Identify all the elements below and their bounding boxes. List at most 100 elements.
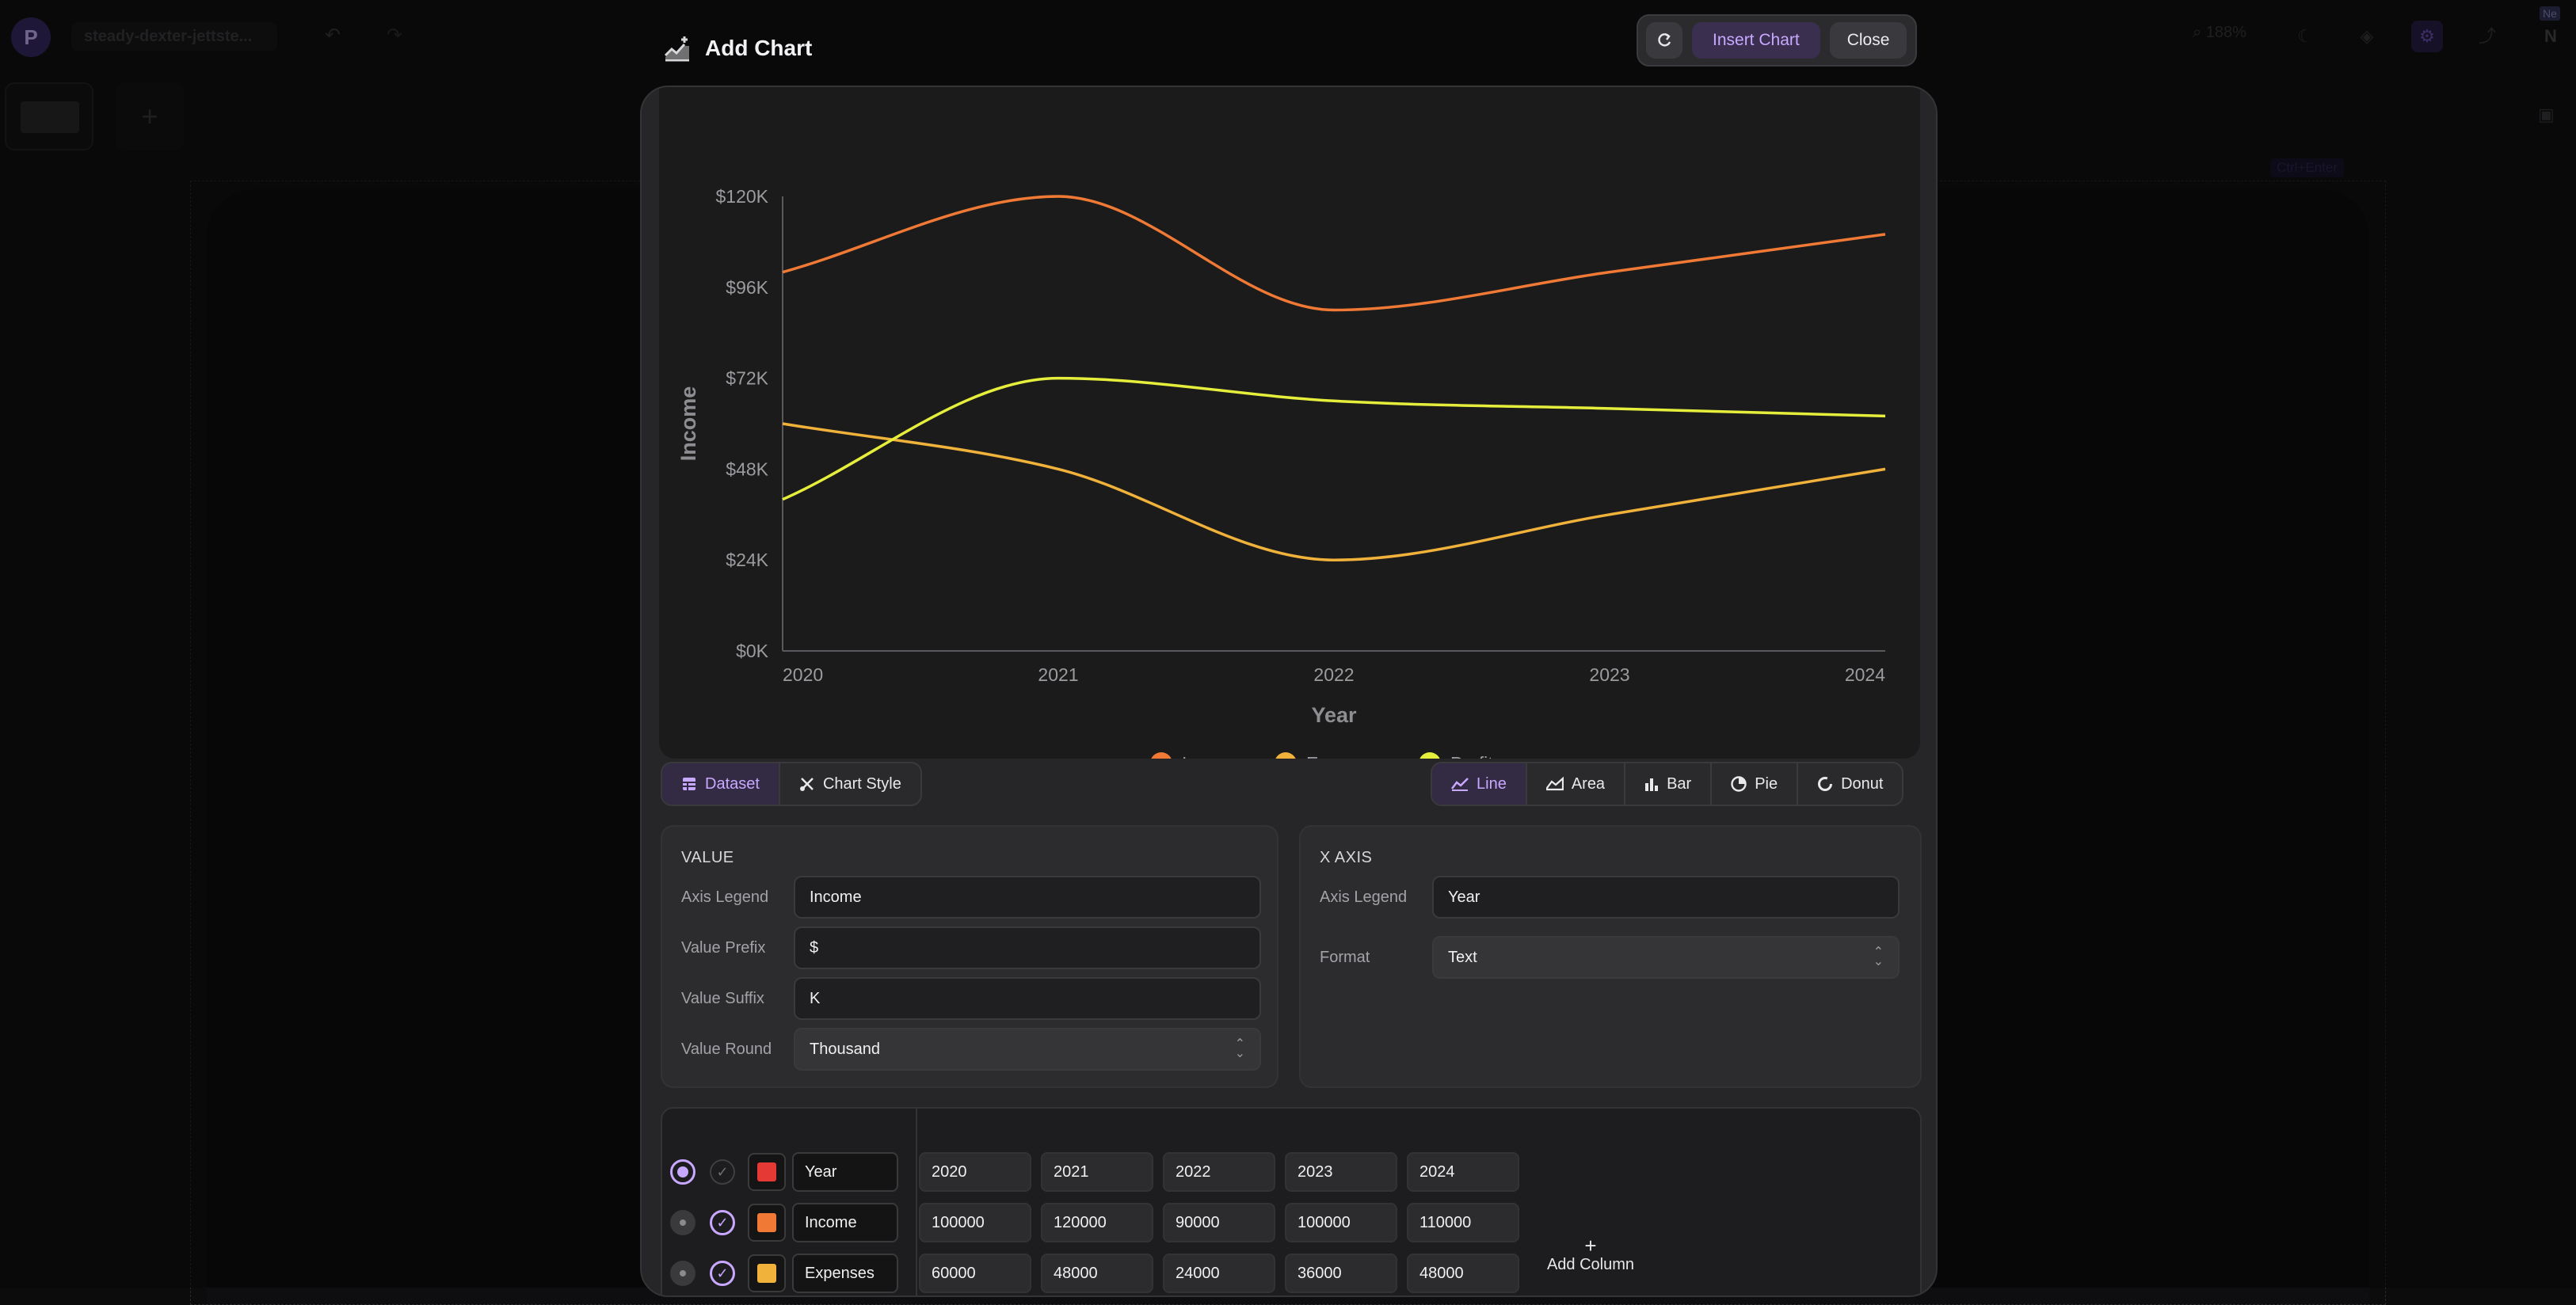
color-picker[interactable] (748, 1254, 786, 1292)
series-line-profit (782, 376, 1886, 501)
chart-type-donut[interactable]: Donut (1798, 763, 1902, 805)
settings-icon[interactable]: ⚙ (2411, 21, 2443, 52)
label-column-radio[interactable] (670, 1210, 695, 1235)
app-logo[interactable]: P (11, 17, 51, 57)
data-cell[interactable]: 2021 (1041, 1152, 1153, 1192)
add-slide-button[interactable]: + (116, 82, 184, 150)
legend-label-profit: Profit (1450, 753, 1493, 759)
chart-type-area[interactable]: Area (1527, 763, 1624, 805)
legend-label-income: Income (1182, 753, 1241, 759)
y-tick-label: $120K (715, 186, 768, 207)
row-name-input[interactable]: Expenses (792, 1254, 898, 1293)
series-toggle-check-icon[interactable]: ✓ (710, 1210, 735, 1235)
label-column-radio[interactable] (670, 1261, 695, 1286)
x-tick-label: 2023 (1589, 664, 1629, 685)
line-chart: $0K $24K $48K $72K $96K $120K 2020 2021 2022 2023… (676, 186, 1886, 774)
color-swatch (757, 1264, 776, 1283)
chart-editor-modal: $0K $24K $48K $72K $96K $120K 2020 2021 2022 2023… (640, 86, 1938, 1297)
data-cell[interactable]: 110000 (1407, 1203, 1519, 1242)
shortcut-hint: Ctrl+Enter (2270, 158, 2344, 177)
refresh-button[interactable] (1646, 22, 1682, 59)
series-toggle-check-icon[interactable]: ✓ (710, 1261, 735, 1286)
value-round-select[interactable]: Thousand ⌃ ⌄ (794, 1028, 1261, 1071)
y-tick-label: $0K (736, 641, 769, 661)
xaxis-format-label: Format (1320, 948, 1370, 966)
line-chart-icon (1451, 778, 1469, 791)
zoom-level[interactable]: ⌕ 188% (2193, 24, 2246, 41)
bar-chart-icon (1645, 778, 1659, 791)
value-prefix-label: Value Prefix (681, 938, 766, 957)
x-tick-label: 2020 (783, 664, 823, 685)
chart-type-pie[interactable]: Pie (1712, 763, 1797, 805)
insert-chart-button[interactable]: Insert Chart (1692, 22, 1820, 59)
chart-type-line[interactable]: Line (1432, 763, 1526, 805)
slide-thumbnail[interactable] (5, 82, 93, 150)
value-axis-legend-label: Axis Legend (681, 888, 769, 906)
data-cell[interactable]: 36000 (1285, 1254, 1397, 1293)
chart-type-selector: Line Area Bar Pie Donut (1431, 762, 1904, 806)
data-cell[interactable]: 48000 (1407, 1254, 1519, 1293)
pie-chart-icon (1731, 776, 1747, 792)
xaxis-legend-input[interactable]: Year (1432, 876, 1900, 919)
value-panel-title: VALUE (681, 849, 734, 866)
data-cell[interactable]: 100000 (1285, 1203, 1397, 1242)
close-button[interactable]: Close (1829, 22, 1907, 59)
xaxis-format-select[interactable]: Text ⌃ ⌄ (1432, 936, 1900, 979)
chart-preview: $0K $24K $48K $72K $96K $120K 2020 2021 2022 2023… (659, 87, 1920, 774)
panel-toggle-icon[interactable]: ▣ (2538, 105, 2555, 124)
legend-label-expenses: Expenses (1306, 753, 1386, 759)
chart-type-donut-label: Donut (1841, 774, 1884, 793)
add-column-button[interactable]: + Add Column (1545, 1235, 1637, 1274)
data-cell[interactable]: 2023 (1285, 1152, 1397, 1192)
dataset-row-expenses: ✓ Expenses 60000 48000 24000 36000 48000 (670, 1253, 1519, 1294)
area-chart-icon (1545, 777, 1564, 791)
donut-chart-icon (1818, 777, 1833, 791)
label-column-radio[interactable] (670, 1159, 695, 1185)
value-axis-legend-input[interactable]: Income (794, 876, 1261, 919)
moon-icon[interactable]: ☾ (2297, 26, 2313, 46)
chart-type-bar[interactable]: Bar (1625, 763, 1710, 805)
editor-tabs: Dataset Chart Style (661, 762, 922, 806)
app-topbar: P steady-dexter-jettste... ↶ ↷ ⌕ 188% ☾ … (0, 0, 2576, 70)
data-cell[interactable]: 2024 (1407, 1152, 1519, 1192)
tab-chart-style[interactable]: Chart Style (780, 763, 920, 805)
data-cell[interactable]: 2022 (1163, 1152, 1275, 1192)
undo-icon[interactable]: ↶ (325, 25, 341, 46)
legend-marker-income (1150, 752, 1172, 774)
data-cell[interactable]: 2020 (919, 1152, 1031, 1192)
share-icon[interactable]: ⤴ (2478, 26, 2496, 46)
row-name-input[interactable]: Year (792, 1152, 898, 1192)
data-cell[interactable]: 120000 (1041, 1203, 1153, 1242)
chart-type-area-label: Area (1571, 774, 1606, 793)
x-tick-label: 2024 (1845, 664, 1885, 685)
data-cell[interactable]: 100000 (919, 1203, 1031, 1242)
chart-type-line-label: Line (1477, 774, 1507, 793)
value-settings-panel: VALUE Axis Legend Income Value Prefix $ … (661, 825, 1278, 1088)
value-prefix-row: Value Prefix $ (681, 926, 1261, 969)
dataset-row-income: ✓ Income 100000 120000 90000 100000 1100… (670, 1202, 1519, 1243)
value-round-row: Value Round Thousand ⌃ ⌄ (681, 1028, 1261, 1071)
avatar-badge: Ne (2540, 6, 2560, 21)
xaxis-settings-panel: X AXIS Axis Legend Year Format Text ⌃ ⌄ (1299, 825, 1922, 1088)
series-toggle-check-icon[interactable]: ✓ (710, 1159, 735, 1185)
color-picker[interactable] (748, 1153, 786, 1191)
table-icon (683, 778, 695, 790)
row-name-input[interactable]: Income (792, 1203, 898, 1242)
add-column-label: Add Column (1546, 1256, 1635, 1273)
plus-icon: + (1584, 1234, 1597, 1257)
color-picker[interactable] (748, 1204, 786, 1242)
xaxis-legend-row: Axis Legend Year (1320, 876, 1900, 919)
redo-icon[interactable]: ↷ (387, 25, 403, 46)
layers-icon[interactable]: ◈ (2360, 26, 2374, 46)
avatar[interactable]: N (2544, 26, 2557, 46)
data-cell[interactable]: 90000 (1163, 1203, 1275, 1242)
value-suffix-input[interactable]: K (794, 977, 1261, 1020)
tab-dataset[interactable]: Dataset (662, 763, 779, 805)
document-title[interactable]: steady-dexter-jettste... (71, 22, 277, 51)
chevron-updown-icon: ⌃ ⌄ (1234, 1037, 1245, 1060)
modal-actions: Insert Chart Close (1637, 14, 1917, 67)
zoom-value: 188% (2205, 24, 2246, 41)
chart-type-pie-label: Pie (1755, 774, 1778, 793)
value-prefix-input[interactable]: $ (794, 926, 1261, 969)
refresh-icon (1658, 32, 1671, 47)
